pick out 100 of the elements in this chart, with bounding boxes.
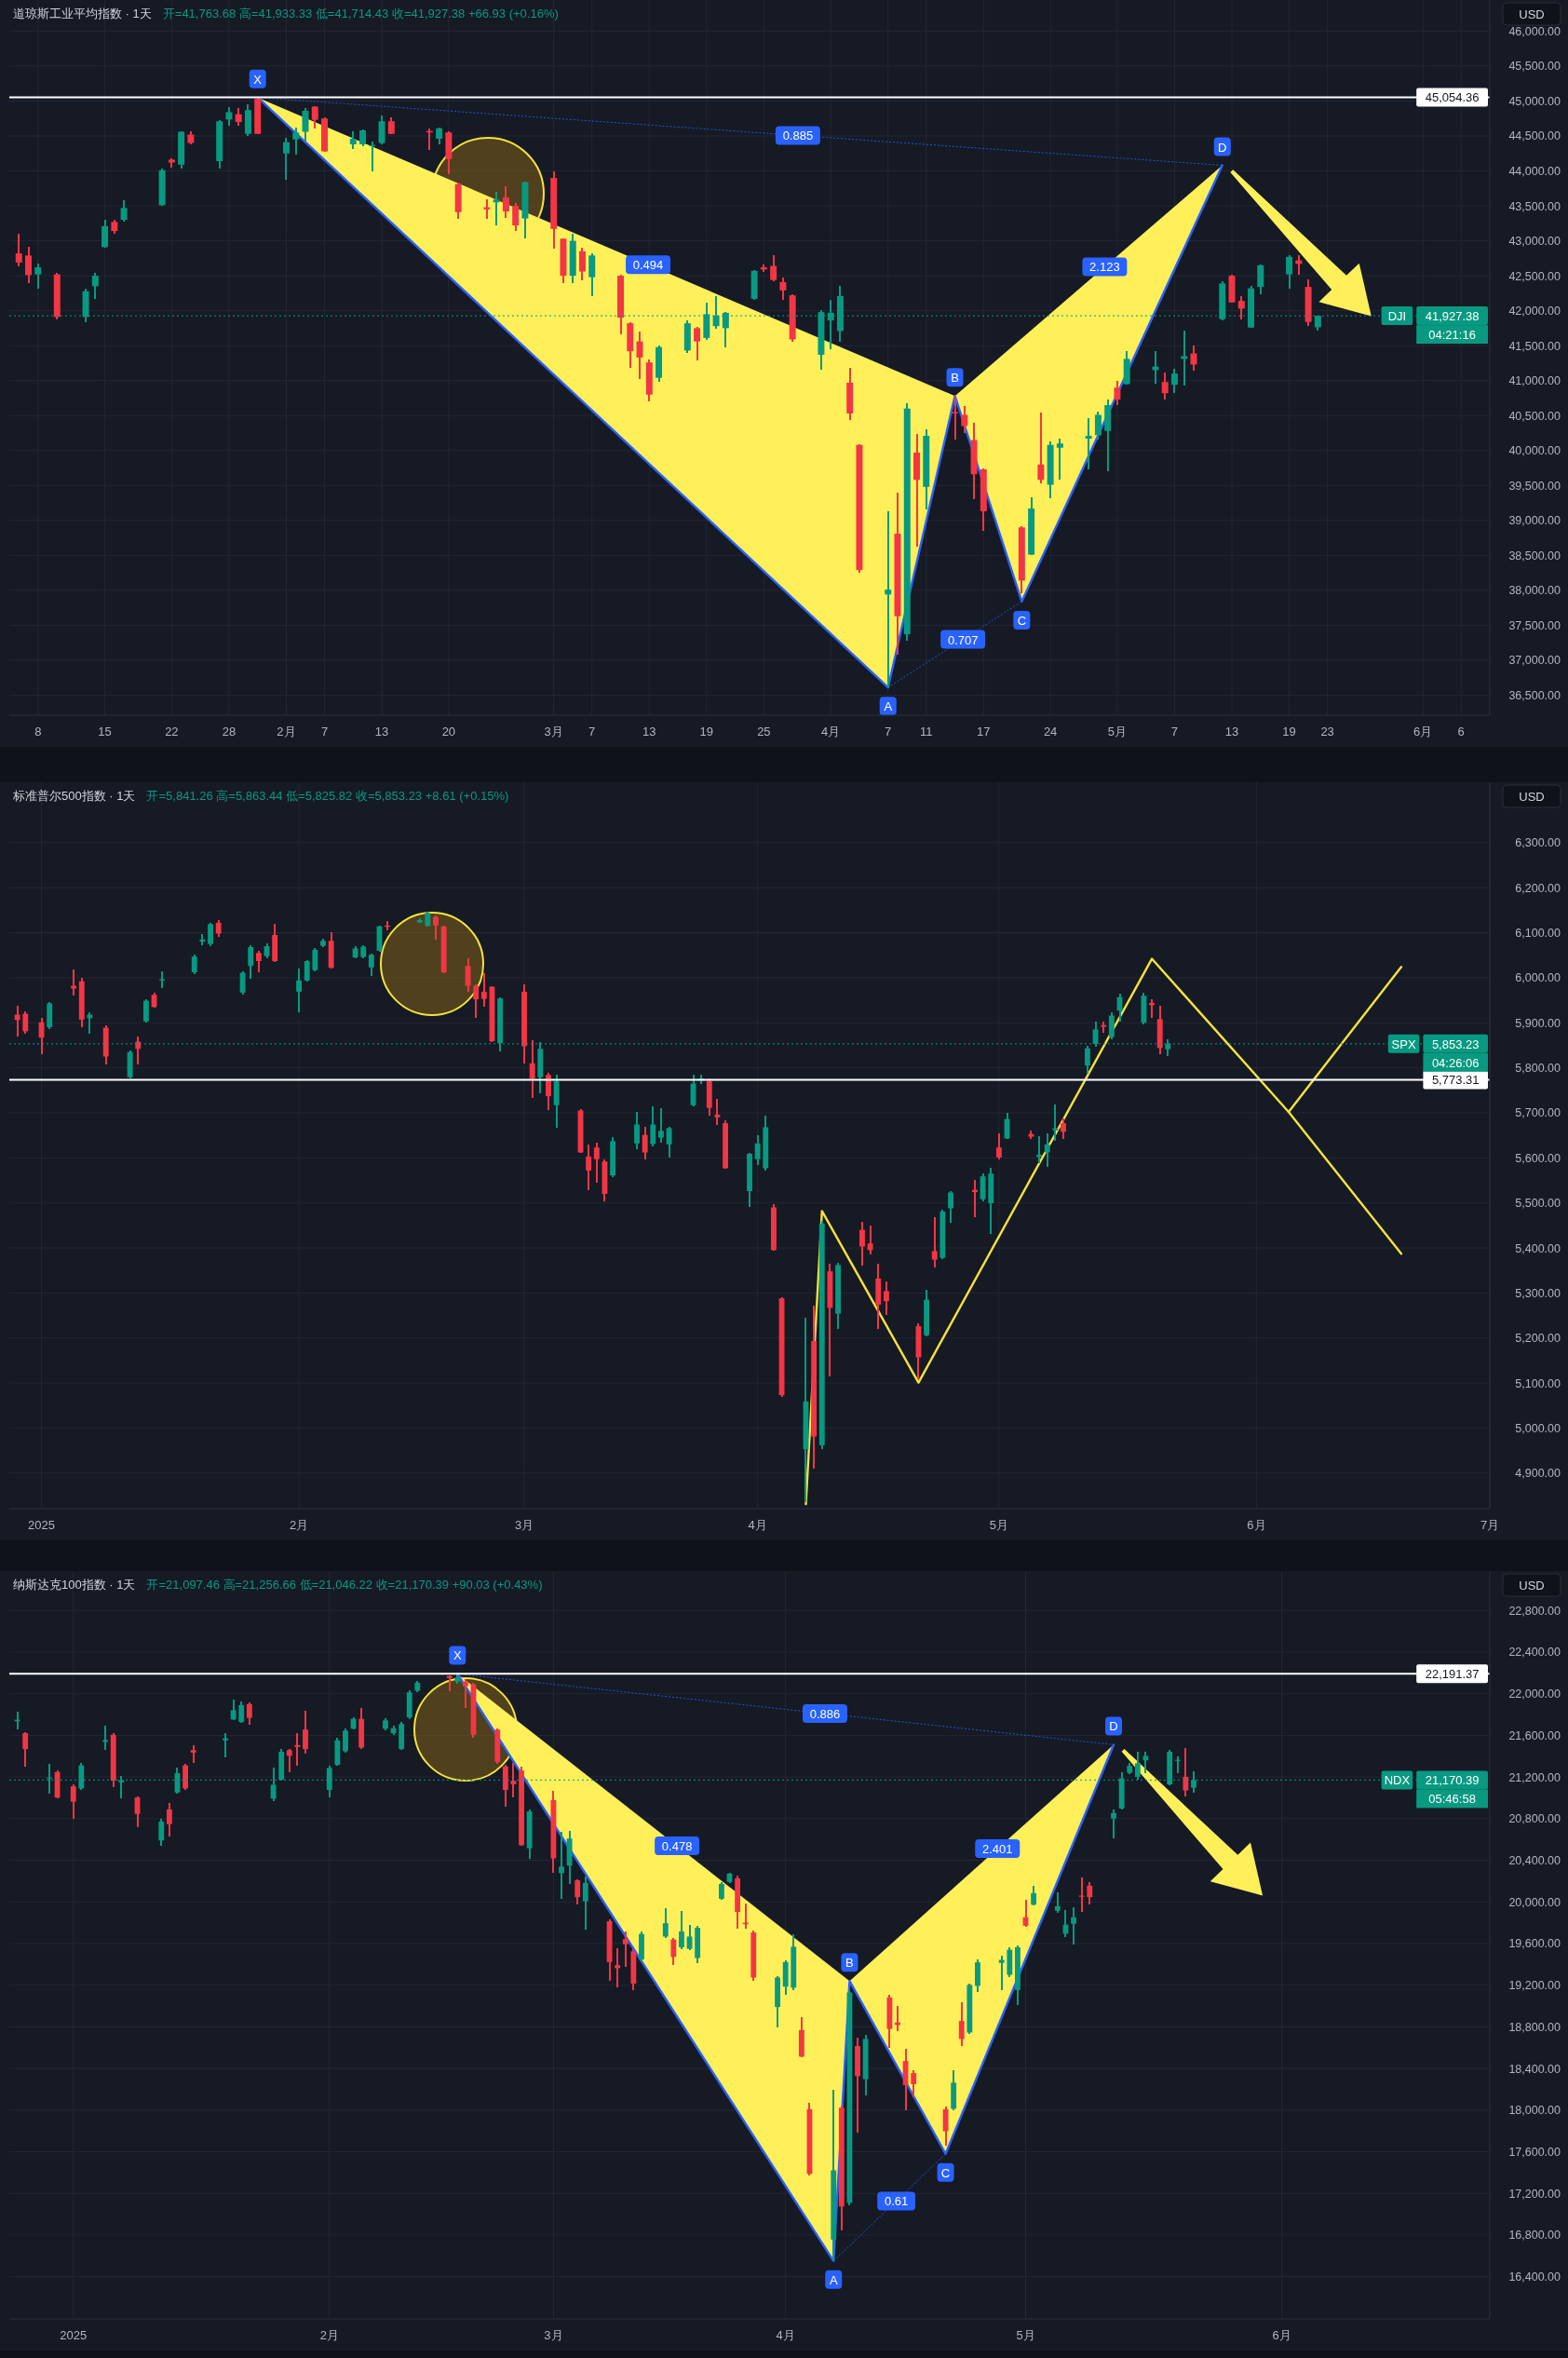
y-tick-label: 39,500.00 [1508,479,1561,493]
y-tick-label: 36,500.00 [1508,688,1561,702]
y-tick-label: 5,100.00 [1515,1376,1561,1390]
y-tick-label: 44,000.00 [1508,165,1561,179]
ref-line-label: 21,170.39 [1425,1773,1480,1788]
y-tick-label: 22,800.00 [1508,1604,1561,1618]
x-tick-label: 23 [1320,725,1334,739]
data-label: X [253,72,263,87]
y-tick-label: 43,500.00 [1508,199,1561,213]
text: 道琼斯工业平均指数 · 1天 [13,7,152,20]
x-tick-label: 17 [977,725,991,739]
ref-line-label: 5,853.23 [1431,1037,1480,1051]
y-tick-label: 37,000.00 [1508,654,1561,668]
y-tick-label: 17,600.00 [1508,2145,1561,2159]
y-tick-label: 19,600.00 [1508,1937,1561,1951]
x-tick-label: 2025 [60,2328,88,2342]
text: 开=5,841.26 高=5,863.44 低=5,825.82 收=5,853.23 +8.61 (+0.15%) [146,789,509,803]
x-tick-label: 19 [699,725,714,739]
y-tick-label: 20,400.00 [1508,1854,1561,1868]
ref-line-label: 45,054.36 [1425,90,1480,105]
y-tick-label: 22,000.00 [1508,1687,1561,1701]
x-tick-label: 4月 [748,1518,767,1532]
data-label: C [1017,613,1027,628]
y-tick-label: 5,700.00 [1515,1106,1561,1120]
y-tick-label: 19,200.00 [1508,1979,1561,1993]
x-tick-label: 6月 [1272,2328,1291,2342]
y-tick-label: 45,000.00 [1508,94,1561,108]
y-tick-label: 16,400.00 [1508,2270,1561,2284]
y-tick-label: 38,500.00 [1508,549,1561,562]
y-tick-label: 5,200.00 [1515,1332,1561,1346]
ref-line-label: 22,191.37 [1425,1667,1480,1682]
y-tick-label: 4,900.00 [1515,1467,1561,1481]
x-tick-label: 5月 [1107,725,1128,739]
x-tick-label: 24 [1043,725,1058,739]
y-tick-label: 38,000.00 [1508,584,1561,598]
y-tick-label: 20,000.00 [1508,1895,1561,1909]
x-tick-label: 6月 [1413,725,1433,739]
y-tick-label: 46,000.00 [1508,24,1561,38]
x-tick-label: 6月 [1247,1518,1266,1532]
x-tick-label: 7 [1170,725,1179,739]
y-tick-label: 18,800.00 [1508,2020,1561,2034]
x-tick-label: 2月 [289,1518,309,1532]
y-tick-label: 45,500.00 [1508,60,1561,74]
x-tick-label: 15 [98,725,112,739]
y-tick-label: 41,000.00 [1508,374,1561,388]
data-label: X [453,1648,462,1663]
x-tick-label: 3月 [514,1518,534,1532]
data-label: C [940,2165,951,2180]
y-tick-label: 18,000.00 [1508,2104,1561,2118]
x-tick-label: 5月 [989,1518,1008,1532]
text: 开=41,763.68 高=41,933.33 低=41,714.43 收=41,927.38 +66.93 (+0.16%) [162,7,559,20]
annotation: 2.123 [1089,260,1120,275]
x-tick-label: 22 [165,725,179,739]
y-axis-title: USD [1519,790,1545,804]
x-tick-label: 13 [374,725,389,739]
y-tick-label: 5,300.00 [1515,1286,1561,1300]
y-tick-label: 22,400.00 [1508,1646,1561,1660]
y-tick-label: 6,000.00 [1515,971,1561,985]
y-axis-title: USD [1519,1579,1545,1592]
y-tick-label: 37,500.00 [1508,618,1561,632]
y-tick-label: 42,000.00 [1508,305,1561,318]
x-tick-label: 7 [588,725,596,739]
y-tick-label: 41,500.00 [1508,339,1561,353]
annotation: 0.478 [661,1839,693,1854]
y-tick-label: 21,600.00 [1508,1728,1561,1742]
annotation: 2.401 [981,1842,1013,1857]
x-tick-label: 13 [642,725,656,739]
x-tick-label: 2月 [277,725,296,739]
y-tick-label: 40,500.00 [1508,409,1561,423]
y-tick-label: 21,200.00 [1508,1770,1561,1784]
x-tick-label: 25 [757,725,771,739]
data-label: D [1218,140,1227,155]
annotation: 0.707 [947,632,979,647]
x-tick-label: 7月 [1480,1518,1500,1532]
ref-line-label: 41,927.38 [1425,309,1480,324]
x-tick-label: 7 [885,725,892,739]
text: 纳斯达克100指数 · 1天 [13,1578,136,1592]
annotation: 0.61 [884,2194,909,2209]
data-label: A [829,2272,838,2287]
x-tick-label: 3月 [544,725,563,739]
y-tick-label: 20,800.00 [1508,1812,1561,1826]
annotation: NDX [1384,1773,1411,1788]
ref-line-label: 5,773.31 [1431,1073,1480,1088]
annotation: 05:46:58 [1428,1792,1476,1807]
y-tick-label: 6,200.00 [1515,881,1561,895]
x-tick-label: 8 [34,725,42,739]
y-tick-label: 17,200.00 [1508,2187,1561,2201]
x-tick-label: 6 [1457,725,1465,739]
y-tick-label: 6,100.00 [1515,927,1561,941]
y-tick-label: 5,400.00 [1515,1241,1561,1255]
annotation: 0.886 [809,1707,841,1721]
x-tick-label: 3月 [544,2328,563,2342]
annotation: 04:26:06 [1431,1055,1480,1070]
annotation: SPX [1391,1037,1416,1051]
text: 开=21,097.46 高=21,256.66 低=21,046.22 收=21,170.39 +90.03 (+0.43%) [146,1578,543,1592]
y-tick-label: 39,000.00 [1508,514,1561,528]
data-label: B [951,371,959,386]
y-tick-label: 5,600.00 [1515,1151,1561,1165]
y-tick-label: 6,300.00 [1515,836,1561,850]
x-tick-label: 4月 [776,2328,795,2342]
